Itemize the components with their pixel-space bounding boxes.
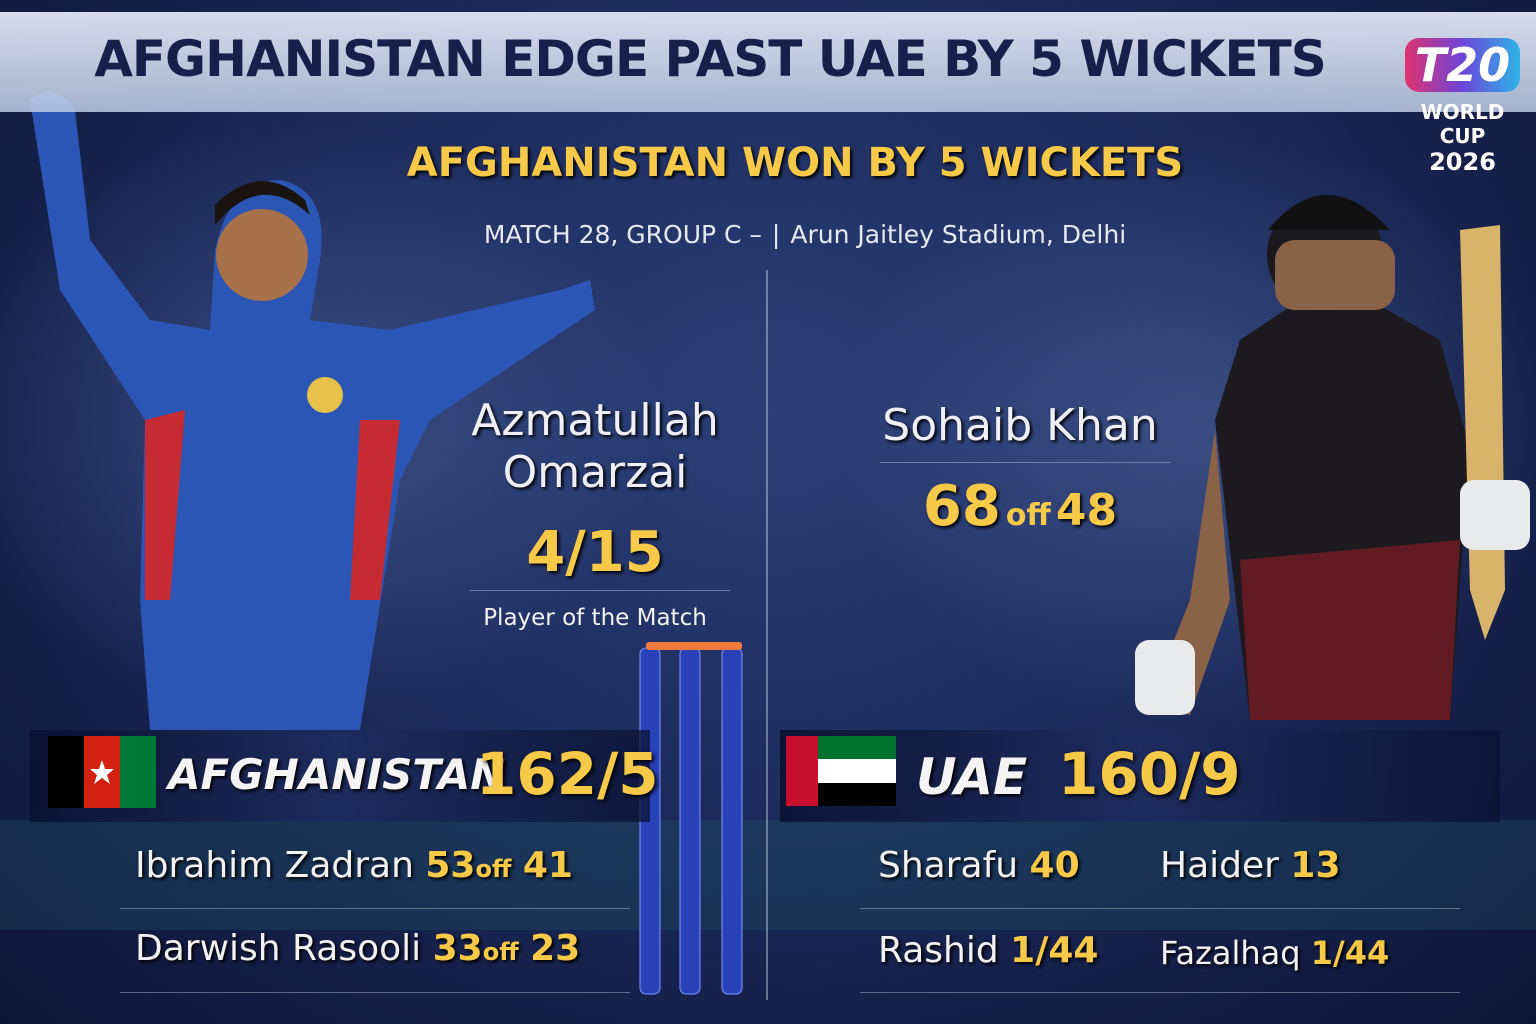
team-name: AFGHANISTAN <box>168 750 506 799</box>
rule <box>860 908 1460 909</box>
performer-name: Fazalhaq <box>1160 934 1301 972</box>
result: AFGHANISTAN WON BY 5 WICKETS <box>406 140 1184 186</box>
title-band <box>0 12 1536 112</box>
player-right-figure <box>1135 195 1530 720</box>
balls: 48 <box>1055 485 1118 536</box>
rule <box>120 908 630 909</box>
event-logo: T20 WORLD CUP 2026 <box>1395 28 1530 178</box>
performer: Rashid 1/44 <box>878 930 1098 971</box>
featured-stat: 68 off 48 <box>860 474 1180 539</box>
figure: 40 <box>1029 845 1080 886</box>
rule <box>860 992 1460 993</box>
award: Player of the Match <box>483 605 707 631</box>
figure: 1/44 <box>1010 930 1099 971</box>
figure: 1/44 <box>1310 934 1390 972</box>
rule <box>880 462 1170 463</box>
logo-mark: T20 <box>1404 38 1521 92</box>
venue: Arun Jaitley Stadium, Delhi <box>790 220 1127 249</box>
flag-uae <box>786 736 896 806</box>
team-score: 160/9 <box>1058 740 1241 808</box>
divider <box>766 270 768 1000</box>
featured-name: Sohaib Khan <box>882 400 1158 451</box>
featured-figures: 4/15 <box>526 520 664 585</box>
rule <box>120 992 630 993</box>
logo-year: 2026 <box>1429 148 1496 176</box>
team-score: 162/5 <box>476 740 659 808</box>
title: AFGHANISTAN EDGE PAST UAE BY 5 WICKETS <box>94 30 1327 88</box>
performer: Ibrahim Zadran 53off 41 <box>135 845 573 886</box>
performer-name: Darwish Rasooli <box>135 928 422 969</box>
connector: off <box>475 855 512 883</box>
performer-name: Ibrahim Zadran <box>135 845 414 886</box>
connector: off <box>1005 498 1051 533</box>
performer: Darwish Rasooli 33off 23 <box>135 928 580 969</box>
performer: Haider 13 <box>1160 845 1341 886</box>
runs: 53 <box>425 845 476 886</box>
balls: 41 <box>522 845 573 886</box>
stumps <box>639 642 743 995</box>
figure: 13 <box>1290 845 1341 886</box>
player-left-figure <box>30 92 595 730</box>
featured-name: Azmatullah Omarzai <box>471 395 719 498</box>
team-bar <box>780 730 1500 822</box>
flag-afghanistan <box>48 736 156 808</box>
match-info: MATCH 28, GROUP C – | Arun Jaitley Stadium… <box>0 220 1536 249</box>
runs: 68 <box>922 474 1001 539</box>
performer-name: Haider <box>1160 845 1279 886</box>
rule <box>470 590 730 591</box>
runs: 33 <box>432 928 483 969</box>
performer-name: Sharafu <box>878 845 1019 886</box>
balls: 23 <box>530 928 581 969</box>
match-number: MATCH 28, GROUP C – <box>483 220 762 249</box>
separator: | <box>771 220 781 249</box>
connector: off <box>482 938 519 966</box>
logo-line: WORLD CUP <box>1420 100 1505 148</box>
team-name: UAE <box>916 748 1028 806</box>
performer: Sharafu 40 <box>878 845 1080 886</box>
performer: Fazalhaq 1/44 <box>1160 934 1389 972</box>
performer-name: Rashid <box>878 930 999 971</box>
